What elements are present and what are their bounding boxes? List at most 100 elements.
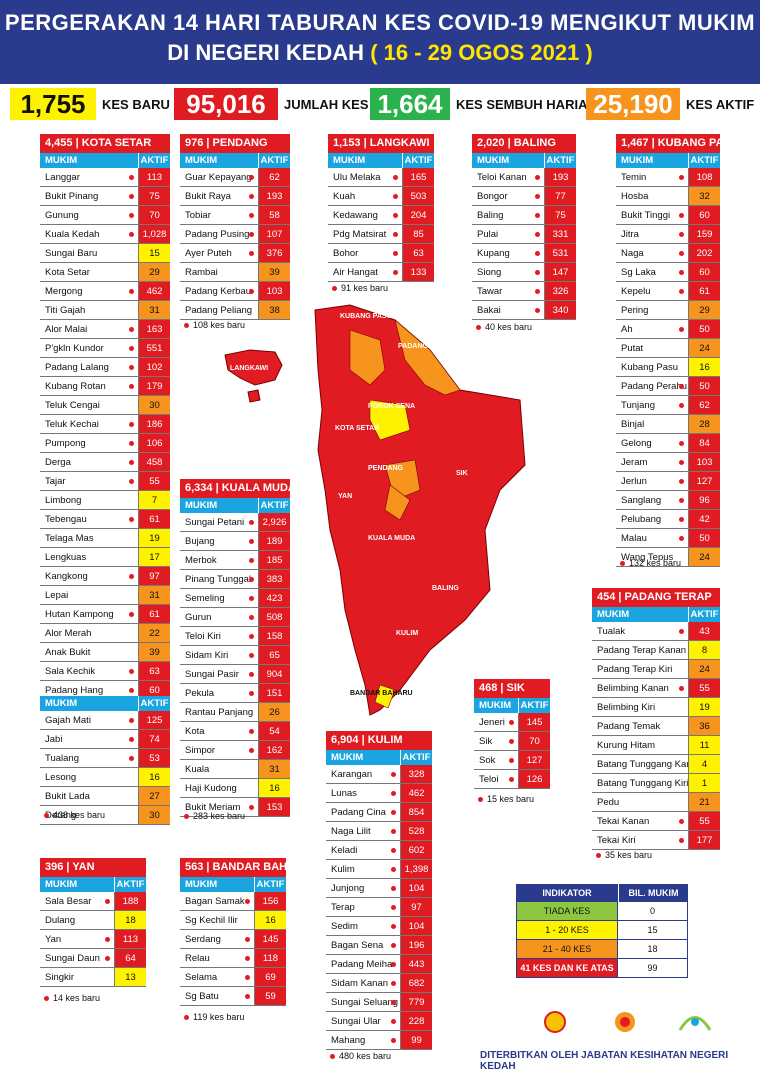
red-dot-icon	[129, 194, 134, 199]
red-dot-icon	[391, 943, 396, 948]
aktif-value: 133	[402, 263, 434, 281]
header-aktif: AKTIF	[402, 153, 434, 168]
aktif-value: 103	[688, 453, 720, 471]
mukim-name: Tualak	[592, 622, 688, 640]
red-dot-icon	[129, 175, 134, 180]
table-header: MUKIM AKTIF	[180, 877, 286, 892]
table-row: Guar Kepayang 62	[180, 168, 290, 187]
red-dot-icon	[679, 819, 684, 824]
red-dot-icon	[535, 289, 540, 294]
legend-header: INDIKATOR BIL. MUKIM -132	[516, 884, 688, 916]
red-dot-icon	[129, 612, 134, 617]
mukim-name: Lengkuas	[40, 548, 138, 566]
table-row: Bujang 189	[180, 532, 290, 551]
aktif-value: 107	[258, 225, 290, 243]
mukim-name: Tualang	[40, 749, 138, 767]
mukim-name: Batang Tunggang Kanan	[592, 755, 688, 773]
red-dot-icon	[129, 422, 134, 427]
mukim-name: Mergong	[40, 282, 138, 300]
aktif-value: 50	[688, 529, 720, 547]
mukim-label: Sidam Kanan	[331, 978, 389, 989]
table-row: Tekai Kiri 177	[592, 831, 720, 850]
mukim-label: Pdg Matsirat	[333, 229, 387, 240]
table-row: Tualang 53	[40, 749, 170, 768]
aktif-value: 376	[258, 244, 290, 262]
note-text: 91 kes baru	[341, 283, 389, 293]
mukim-label: Hutan Kampong	[45, 609, 114, 620]
mukim-name: Titi Gajah	[40, 301, 138, 319]
mukim-name: Belimbing Kanan	[592, 679, 688, 697]
aktif-value: 39	[138, 643, 170, 661]
stat-kes-aktif: 25,190 KES AKTIF	[586, 88, 754, 120]
district-title: 2,020 | BALING	[472, 134, 576, 153]
legend-count: 15	[617, 921, 687, 939]
mukim-name: Bongor	[472, 187, 544, 205]
table-row: Relau 118	[180, 949, 286, 968]
mukim-label: Hosba	[621, 191, 649, 202]
red-dot-icon	[129, 460, 134, 465]
mukim-label: Selama	[185, 972, 218, 983]
table-row: Mahang 99	[326, 1031, 432, 1050]
mukim-name: Wang Tepus	[616, 548, 688, 566]
note-text: 480 kes baru	[339, 1051, 392, 1061]
red-dot-icon	[535, 251, 540, 256]
table-row: Sik 70	[474, 732, 550, 751]
red-dot-icon	[249, 175, 254, 180]
red-dot-icon	[391, 772, 396, 777]
stat-label: KES AKTIF	[686, 96, 755, 112]
mukim-name: Kedawang	[328, 206, 402, 224]
table-row: Sungai Seluang 779	[326, 993, 432, 1012]
table-row: Pedu 21	[592, 793, 720, 812]
mukim-label: Tualang	[45, 753, 79, 764]
mukim-label: Bukit Meriam	[185, 802, 241, 813]
red-dot-icon	[249, 748, 254, 753]
mukim-name: Serdang	[180, 930, 254, 948]
red-dot-icon	[249, 577, 254, 582]
mukim-label: Kulim	[331, 864, 355, 875]
note-padang-terap: 35 kes baru	[596, 850, 652, 860]
mukim-label: Temin	[621, 172, 647, 183]
mukim-label: Sungai Ular	[331, 1016, 381, 1027]
aktif-value: 22	[138, 624, 170, 642]
mukim-label: Bohor	[333, 248, 359, 259]
mukim-label: Pekula	[185, 688, 215, 699]
table-row: Padang Pusing 107	[180, 225, 290, 244]
red-dot-icon	[393, 175, 398, 180]
aktif-value: 145	[254, 930, 286, 948]
table-header: MUKIM AKTIF	[180, 498, 290, 513]
langkawi-island	[224, 349, 283, 386]
stat-value: 95,016	[174, 88, 278, 120]
bullet-icon	[184, 322, 189, 328]
table-row: Tekai Kanan 55	[592, 812, 720, 831]
header-aktif: AKTIF	[518, 698, 550, 713]
table-row: Jabi 74	[40, 730, 170, 749]
note-text: 35 kes baru	[605, 850, 653, 860]
header-mukim: MUKIM	[592, 607, 688, 622]
mukim-label: Pering	[621, 305, 649, 316]
note-yan: 14 kes baru	[44, 993, 100, 1003]
mukim-name: Naga	[616, 244, 688, 262]
mukim-label: Tekai Kanan	[597, 816, 650, 827]
table-kubang-pasu: 1,467 | KUBANG PASUMUKIMAKTIFTemin108Hos…	[616, 134, 720, 567]
map-label-kubang-pasu: KUBANG PASU	[340, 313, 392, 320]
aktif-value: 24	[688, 339, 720, 357]
mukim-name: Putat	[616, 339, 688, 357]
mukim-label: Pedu	[597, 797, 620, 808]
mukim-name: Telaga Mas	[40, 529, 138, 547]
aktif-value: 326	[544, 282, 576, 300]
aktif-value: 159	[688, 225, 720, 243]
aktif-value: 1,028	[138, 225, 170, 243]
aktif-value: 165	[402, 168, 434, 186]
mukim-label: Sg Batu	[185, 991, 219, 1002]
mukim-name: Lunas	[326, 784, 400, 802]
table-row: Siong 147	[472, 263, 576, 282]
red-dot-icon	[129, 574, 134, 579]
note-pendang: 108 kes baru	[184, 320, 245, 330]
mukim-label: Sik	[479, 736, 493, 747]
aktif-value: 204	[402, 206, 434, 224]
table-row: Derga 458	[40, 453, 170, 472]
mukim-label: Sg Laka	[621, 267, 656, 278]
red-dot-icon	[391, 867, 396, 872]
mukim-name: Sidam Kanan	[326, 974, 400, 992]
aktif-value: 62	[258, 168, 290, 186]
